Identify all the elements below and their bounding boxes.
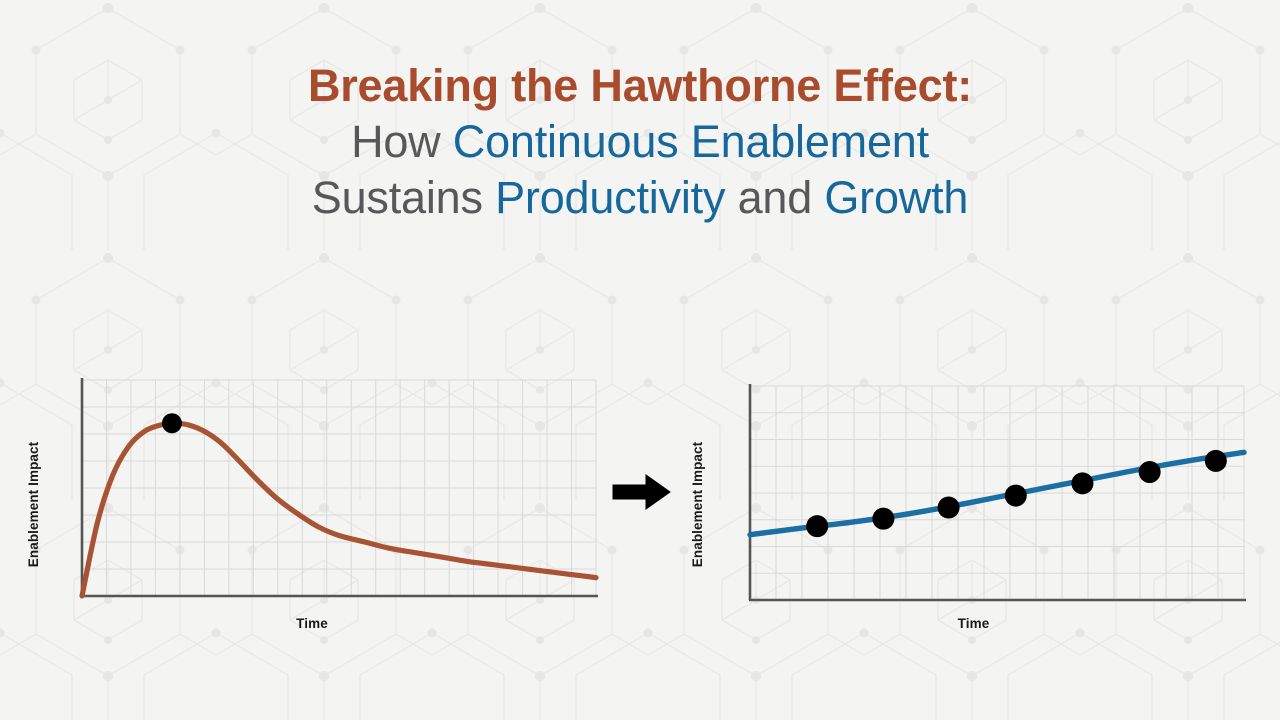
title-line-2-highlight: Continuous Enablement	[452, 116, 929, 167]
chart-left-x-axis-label: Time	[296, 616, 328, 631]
chart-left-y-axis-label: Enablement Impact	[22, 372, 46, 637]
chart-left-plot-area	[79, 378, 599, 599]
title-line-1: Breaking the Hawthorne Effect:	[0, 58, 1280, 114]
chart-left-y-axis-label-text: Enablement Impact	[26, 441, 42, 568]
title-line-3-highlight-2: Growth	[824, 172, 969, 223]
chart-hawthorne-decay: Enablement Impact Time	[22, 372, 602, 637]
title-line-2: How Continuous Enablement	[0, 114, 1280, 170]
chart-right-x-axis-label: Time	[957, 616, 990, 631]
chart-right-plot-area	[747, 384, 1247, 602]
title-line-3: Sustains Productivity and Growth	[0, 170, 1280, 226]
title-line-3-conjunction: and	[725, 172, 825, 223]
slide-title-block: Breaking the Hawthorne Effect: How Conti…	[0, 58, 1280, 226]
title-line-3-prefix: Sustains	[311, 172, 496, 223]
title-line-2-prefix: How	[351, 116, 453, 167]
chart-right-y-axis-label: Enablement Impact	[686, 372, 710, 637]
title-line-3-highlight-1: Productivity	[495, 172, 726, 223]
chart-right-y-axis-label-text: Enablement Impact	[690, 441, 706, 568]
title-line-1-text: Breaking the Hawthorne Effect:	[307, 60, 973, 111]
arrow-right-icon	[612, 474, 671, 510]
chart-continuous-growth: Enablement Impact Time	[686, 372, 1261, 637]
